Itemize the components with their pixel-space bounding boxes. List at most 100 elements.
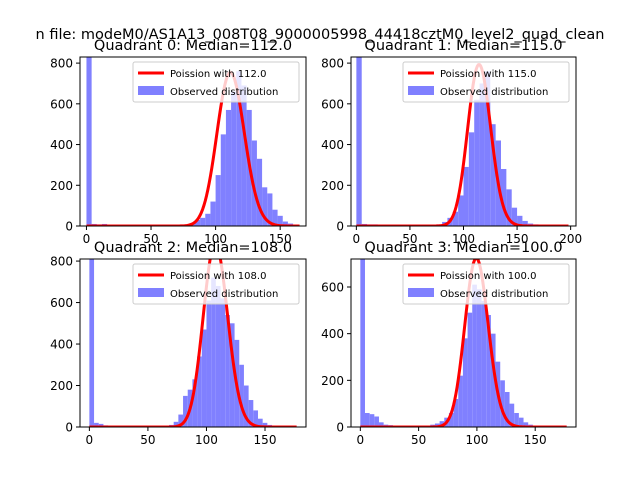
histogram-bar bbox=[360, 259, 365, 427]
histogram-bar bbox=[178, 414, 184, 427]
histogram-bar bbox=[256, 158, 263, 226]
legend-box bbox=[132, 263, 300, 305]
y-tick-label: 600 bbox=[321, 281, 344, 295]
x-tick-label: 100 bbox=[465, 433, 488, 447]
legend-label-poisson: Poission with 108.0 bbox=[170, 271, 266, 282]
histogram-bar bbox=[476, 289, 482, 427]
histogram-bar bbox=[89, 259, 95, 427]
y-tick-label: 0 bbox=[65, 421, 73, 435]
histogram-bar bbox=[229, 323, 235, 427]
histogram-bar bbox=[504, 392, 510, 427]
x-tick-label: 0 bbox=[83, 232, 91, 246]
y-tick-label: 400 bbox=[50, 338, 73, 352]
y-tick-label: 600 bbox=[50, 97, 73, 111]
legend-box bbox=[402, 263, 570, 305]
histogram-bar bbox=[523, 422, 529, 427]
legend-box bbox=[132, 61, 300, 103]
y-tick-label: 200 bbox=[321, 374, 344, 388]
histogram-bar bbox=[243, 385, 249, 427]
histogram-bar bbox=[458, 375, 463, 427]
x-tick-label: 0 bbox=[357, 433, 365, 447]
histogram-bar bbox=[262, 187, 268, 226]
histogram-bar bbox=[506, 189, 512, 226]
histogram-bar bbox=[206, 300, 212, 427]
histogram-bar bbox=[486, 315, 491, 427]
histogram-bar bbox=[374, 416, 379, 427]
histogram-bar bbox=[369, 414, 375, 427]
y-tick-label: 400 bbox=[321, 138, 344, 152]
histogram-bar bbox=[197, 356, 202, 427]
subplot-title: Quadrant 1: Median=115.0 bbox=[364, 38, 562, 54]
histogram-bar bbox=[236, 71, 242, 226]
histogram-bar bbox=[215, 175, 221, 226]
y-tick-label: 200 bbox=[321, 179, 344, 193]
histogram-bar bbox=[267, 193, 273, 226]
histogram-bar bbox=[277, 215, 283, 226]
histogram-bar bbox=[192, 379, 198, 427]
legend-label-poisson: Poission with 112.0 bbox=[170, 69, 266, 80]
histogram-bar bbox=[262, 422, 268, 427]
histogram-bar bbox=[490, 333, 496, 427]
y-tick-label: 800 bbox=[50, 57, 73, 71]
histogram-bar bbox=[378, 422, 384, 427]
histogram-bar bbox=[364, 413, 370, 427]
legend-label-observed: Observed distribution bbox=[170, 289, 278, 300]
histogram-bar bbox=[484, 71, 491, 226]
y-tick-label: 800 bbox=[321, 57, 344, 71]
legend-label-observed: Observed distribution bbox=[440, 289, 548, 300]
subplot-3: 0 50 100 150 0 200 400 600 Quadrant 3: Median=10… bbox=[321, 240, 577, 447]
legend-patch-marker bbox=[138, 288, 164, 297]
histogram-bar bbox=[472, 284, 477, 427]
histogram-bar bbox=[183, 395, 188, 427]
legend-box bbox=[402, 61, 570, 103]
x-tick-label: 150 bbox=[524, 433, 547, 447]
y-tick-label: 0 bbox=[65, 220, 73, 234]
legend: Poission with 108.0 Observed distribution bbox=[132, 263, 300, 305]
histogram-bar bbox=[448, 413, 454, 427]
histogram-bar bbox=[86, 57, 92, 226]
y-tick-label: 800 bbox=[50, 255, 73, 269]
legend: Poission with 100.0 Observed distribution bbox=[402, 263, 570, 305]
poisson-curve bbox=[86, 71, 300, 226]
x-tick-label: 50 bbox=[140, 433, 155, 447]
subplot-title: Quadrant 3: Median=100.0 bbox=[364, 240, 562, 256]
histogram-bar bbox=[211, 277, 216, 427]
histogram-bar bbox=[173, 421, 179, 427]
histogram-bar bbox=[481, 301, 487, 427]
histogram-bar bbox=[241, 85, 247, 226]
histogram-bar bbox=[231, 91, 237, 226]
histogram-bar bbox=[253, 410, 258, 427]
x-tick-label: 0 bbox=[86, 433, 94, 447]
x-tick-label: 100 bbox=[204, 232, 227, 246]
histogram-bar bbox=[94, 422, 99, 427]
histogram-bar bbox=[518, 417, 524, 427]
histogram-bar bbox=[248, 400, 254, 427]
histogram-bar bbox=[282, 221, 288, 226]
legend-patch-marker bbox=[138, 86, 164, 95]
histogram-bar bbox=[215, 285, 221, 427]
histogram-bar bbox=[490, 124, 496, 226]
axes-frame bbox=[79, 56, 307, 227]
x-tick-label: 150 bbox=[506, 232, 529, 246]
subplot-0: 0 50 100 150 0 200 400 600 800 Quadrant 0: Median… bbox=[50, 38, 307, 246]
histogram-bar bbox=[509, 403, 515, 427]
x-tick-label: 50 bbox=[411, 433, 426, 447]
histogram-bar bbox=[458, 195, 464, 226]
legend-label-poisson: Poission with 100.0 bbox=[440, 271, 536, 282]
histogram-bar bbox=[453, 399, 459, 427]
histogram-bar bbox=[501, 168, 507, 226]
histogram-bar bbox=[356, 57, 362, 226]
legend-label-poisson: Poission with 115.0 bbox=[440, 69, 536, 80]
axes-frame bbox=[79, 258, 307, 428]
legend: Poission with 115.0 Observed distribution bbox=[402, 61, 570, 103]
subplot-2: 0 50 100 150 0 200 400 600 800 Quadrant 2: Median… bbox=[50, 240, 307, 447]
histogram-bar bbox=[514, 413, 519, 427]
x-tick-label: 50 bbox=[402, 232, 417, 246]
legend-patch-marker bbox=[408, 288, 434, 297]
subplot-title: Quadrant 2: Median=108.0 bbox=[94, 240, 292, 256]
histogram-bar bbox=[462, 338, 468, 427]
y-tick-label: 0 bbox=[336, 220, 344, 234]
y-tick-label: 0 bbox=[336, 421, 344, 435]
subplot-title: Quadrant 0: Median=112.0 bbox=[94, 38, 292, 54]
